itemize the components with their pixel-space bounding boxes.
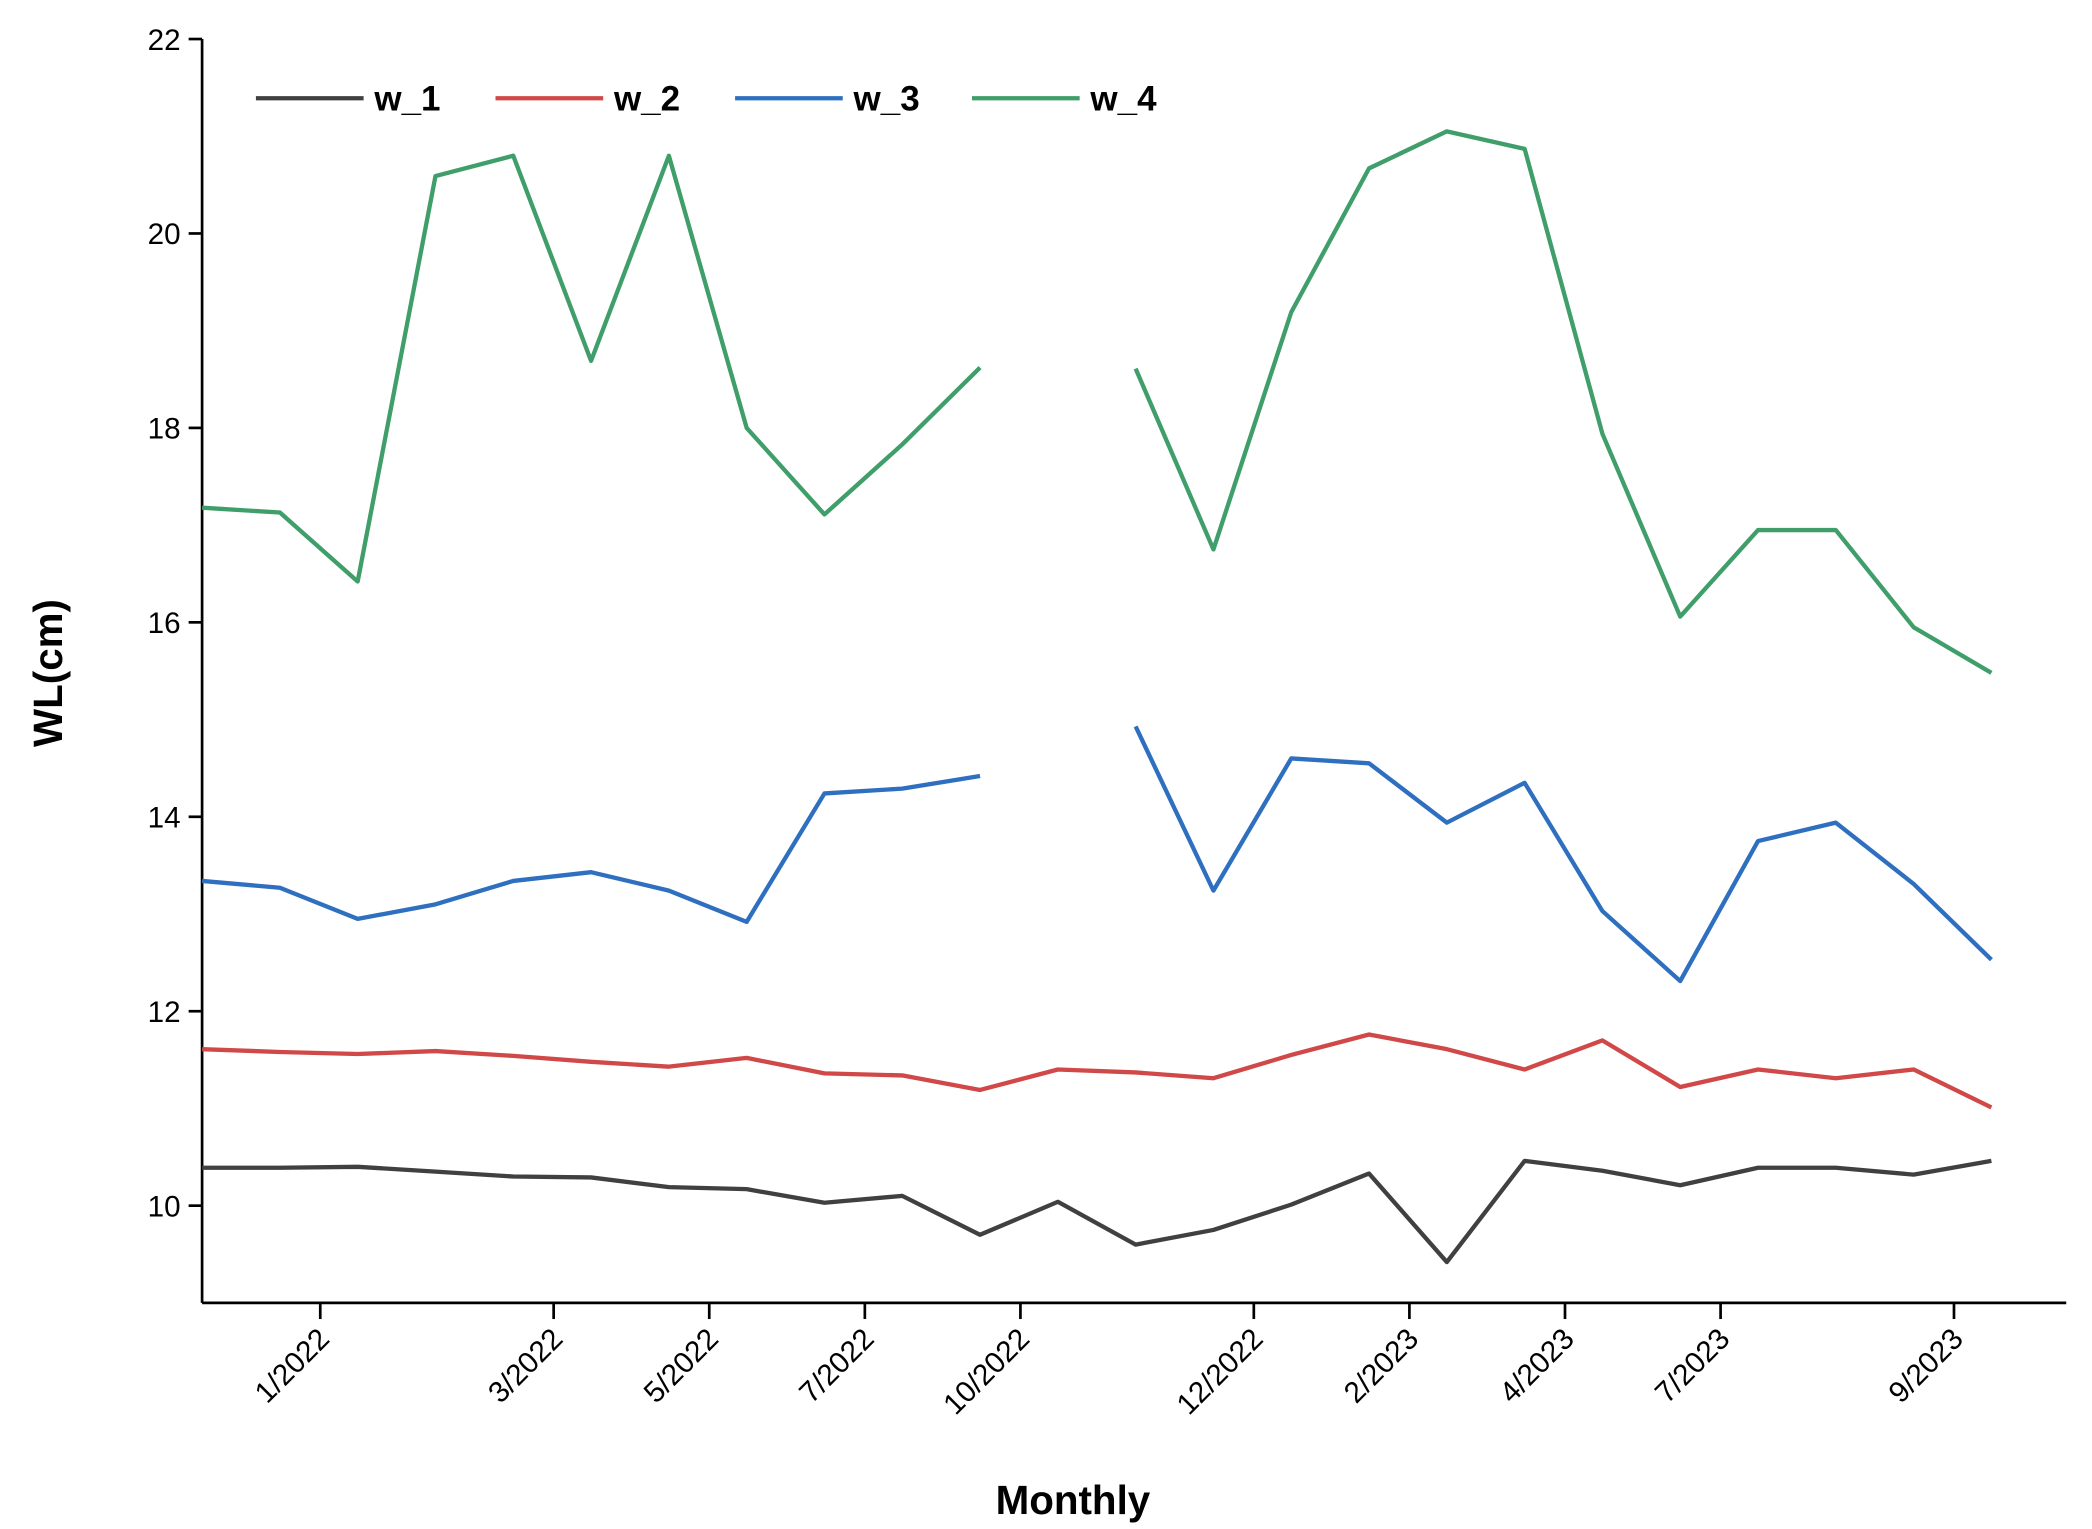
y-axis-title: WL(cm) — [25, 599, 71, 747]
series-line — [202, 1158, 1992, 1265]
x-tick-label: 7/2023 — [1649, 1322, 1736, 1409]
x-tick-label: 12/2022 — [1171, 1322, 1270, 1421]
y-tick-label: 18 — [148, 413, 181, 446]
x-tick-label: 3/2022 — [482, 1322, 569, 1409]
y-tick-label: 20 — [148, 218, 181, 251]
x-axis-title: Monthly — [996, 1477, 1151, 1523]
legend-label: w_4 — [1089, 79, 1157, 118]
y-tick-label: 22 — [148, 24, 181, 57]
legend-label: w_3 — [853, 79, 920, 118]
y-tick-label: 10 — [148, 1190, 181, 1223]
y-tick-label: 16 — [148, 607, 181, 640]
x-tick-label: 2/2023 — [1338, 1322, 1425, 1409]
series-line — [201, 725, 1993, 984]
y-tick-label: 12 — [148, 996, 181, 1029]
y-tick-label: 14 — [148, 802, 181, 835]
x-tick-label: 5/2022 — [638, 1322, 725, 1409]
series-line — [202, 1032, 1993, 1110]
x-tick-label: 4/2023 — [1493, 1322, 1580, 1409]
x-tick-label: 1/2022 — [249, 1322, 336, 1409]
x-tick-label: 9/2023 — [1882, 1322, 1969, 1409]
x-tick-label: 7/2022 — [793, 1322, 880, 1409]
legend-label: w_1 — [373, 79, 440, 118]
series-line — [201, 129, 1993, 675]
x-tick-label: 10/2022 — [937, 1322, 1036, 1421]
legend-label: w_2 — [613, 79, 680, 118]
